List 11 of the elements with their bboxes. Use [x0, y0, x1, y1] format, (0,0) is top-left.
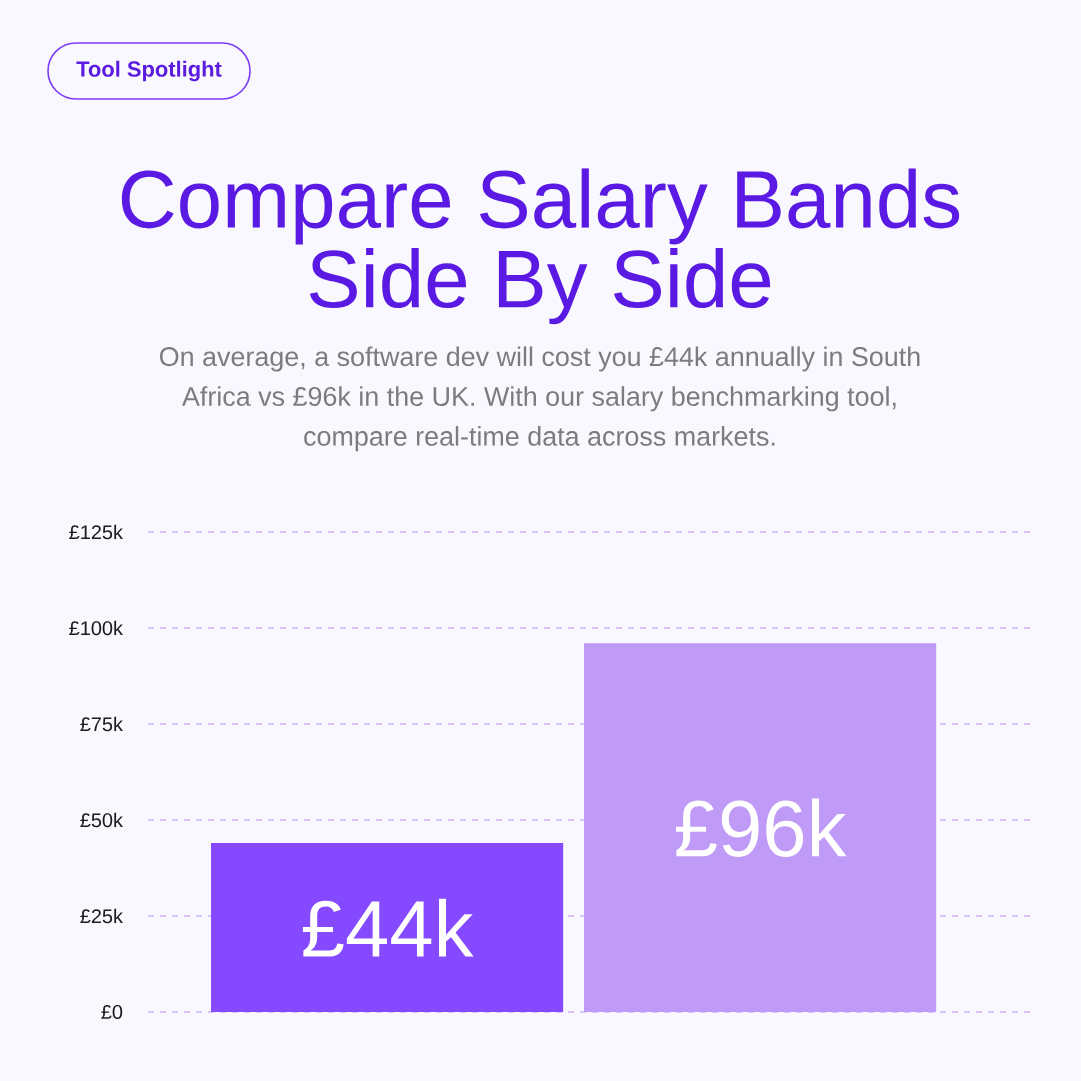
- y-tick-label: £100k: [69, 620, 123, 636]
- y-tick-label: £125k: [69, 524, 123, 540]
- y-tick-label: £50k: [80, 812, 123, 828]
- data-label: £44k: [302, 898, 474, 957]
- text: Tool Spotlight: [76, 60, 222, 82]
- y-tick-label: £75k: [80, 716, 123, 732]
- chart-subtitle: On average, a software dev will cost you £44k annually in South Africa vs £96k in the UK. With our salary benchmarking tool, compare real-time data across markets.: [159, 346, 920, 452]
- y-tick-label: £25k: [80, 908, 123, 924]
- y-tick-label: £0: [101, 1004, 123, 1020]
- data-label: £96k: [675, 798, 847, 857]
- chart-title: Compare Salary Bands Side By Side: [121, 168, 960, 325]
